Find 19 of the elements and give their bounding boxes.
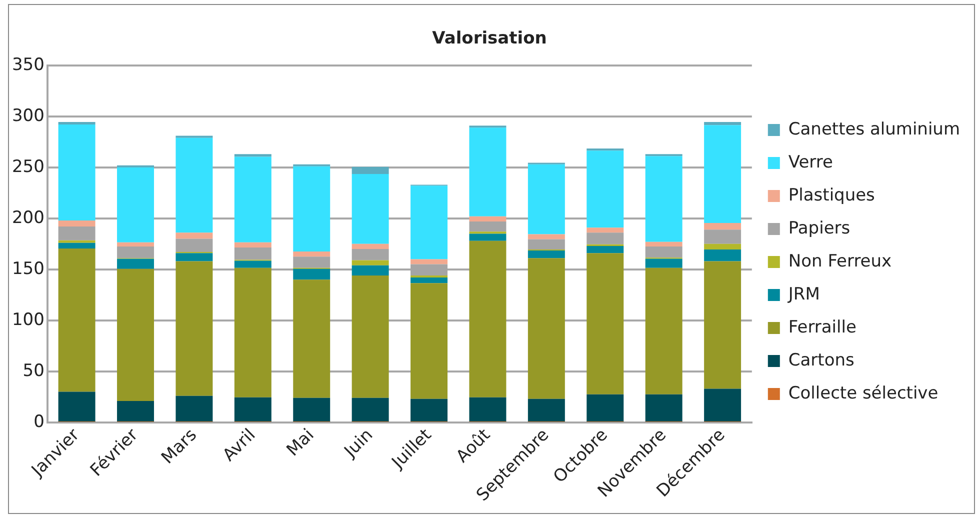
legend-label: Plastiques: [788, 185, 876, 206]
legend-label: Cartons: [788, 350, 855, 370]
y-tick-label: 100: [12, 310, 44, 330]
legend-label: Collecte sélective: [788, 383, 938, 404]
y-tick-label: 300: [12, 106, 44, 126]
legend-label: Verre: [788, 152, 833, 172]
legend-label: Non Ferreux: [788, 251, 892, 272]
x-tick-label: Mai: [283, 425, 318, 460]
y-tick-label: 200: [12, 208, 44, 228]
legend-label: Canettes aluminium: [788, 119, 960, 140]
legend-label: JRM: [787, 284, 820, 304]
y-tick-label: 150: [12, 258, 44, 279]
chart-title: Valorisation: [432, 28, 547, 49]
y-tick-label: 250: [12, 156, 44, 177]
legend-label: Ferraille: [788, 317, 856, 338]
y-tick-label: 350: [12, 54, 44, 75]
y-tick-label: 0: [34, 412, 44, 432]
legend-label: Papiers: [788, 218, 850, 238]
y-tick-label: 50: [22, 360, 44, 381]
